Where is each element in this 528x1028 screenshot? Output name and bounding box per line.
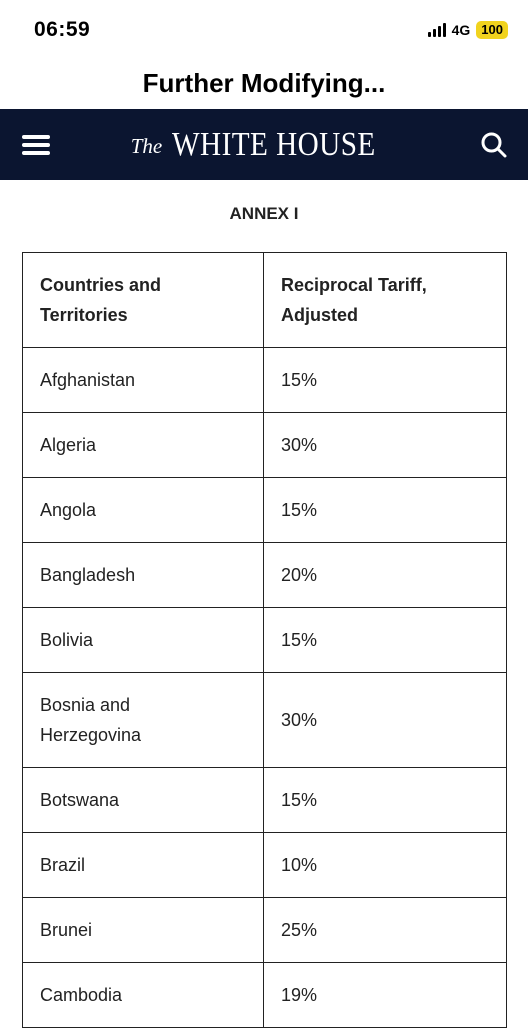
country-cell: Bosnia and Herzegovina [22, 672, 264, 768]
hamburger-menu-icon[interactable] [22, 135, 50, 155]
logo-main: WHITE HOUSE [172, 125, 376, 163]
tariff-cell: 19% [263, 962, 507, 1028]
tariff-cell: 15% [263, 767, 507, 833]
table-row: Bolivia 15% [22, 607, 507, 673]
table-row: Cambodia 19% [22, 962, 507, 1028]
logo-prefix: The [130, 134, 163, 158]
page-title: Further Modifying... [142, 68, 386, 98]
country-cell: Cambodia [22, 962, 264, 1028]
table-row: Botswana 15% [22, 767, 507, 833]
search-icon[interactable] [480, 131, 508, 159]
country-line2: Herzegovina [40, 725, 142, 745]
tariff-cell: 30% [263, 412, 507, 478]
table-row: Algeria 30% [22, 412, 507, 478]
country-cell: Botswana [22, 767, 264, 833]
tariff-cell: 10% [263, 832, 507, 898]
header-tariff: Reciprocal Tariff, Adjusted [263, 252, 507, 348]
table-row: Brunei 25% [22, 897, 507, 963]
annex-heading: ANNEX I [229, 204, 299, 223]
site-header: The WHITE HOUSE [0, 109, 528, 180]
battery-badge: 100 [476, 21, 508, 39]
table-row: Bosnia and Herzegovina 30% [22, 672, 507, 768]
table-row: Angola 15% [22, 477, 507, 543]
tariff-cell: 15% [263, 347, 507, 413]
table-row: Bangladesh 20% [22, 542, 507, 608]
tariff-cell: 30% [263, 672, 507, 768]
country-cell: Bolivia [22, 607, 264, 673]
country-cell: Brunei [22, 897, 264, 963]
table-header-row: Countries and Territories Reciprocal Tar… [22, 252, 507, 348]
tariff-table: Countries and Territories Reciprocal Tar… [22, 252, 507, 1028]
country-cell: Brazil [22, 832, 264, 898]
tariff-cell: 15% [263, 607, 507, 673]
header-countries-line1: Countries and [40, 275, 162, 295]
header-tariff-line1: Reciprocal Tariff, [281, 275, 427, 295]
site-logo: The WHITE HOUSE [0, 109, 528, 180]
country-cell: Afghanistan [22, 347, 264, 413]
header-countries: Countries and Territories [22, 252, 264, 348]
network-label: 4G [451, 22, 471, 38]
status-time: 06:59 [34, 18, 91, 41]
status-indicators: 4G 100 [427, 21, 508, 39]
tariff-cell: 25% [263, 897, 507, 963]
tariff-cell: 15% [263, 477, 507, 543]
signal-bars-icon [427, 23, 446, 37]
tariff-cell: 20% [263, 542, 507, 608]
header-tariff-line2: Adjusted [281, 305, 359, 325]
table-row: Afghanistan 15% [22, 347, 507, 413]
country-cell: Angola [22, 477, 264, 543]
country-cell: Algeria [22, 412, 264, 478]
table-row: Brazil 10% [22, 832, 507, 898]
country-cell: Bangladesh [22, 542, 264, 608]
status-bar: 06:59 4G 100 [0, 0, 528, 58]
header-countries-line2: Territories [40, 305, 128, 325]
country-line1: Bosnia and [40, 695, 131, 715]
